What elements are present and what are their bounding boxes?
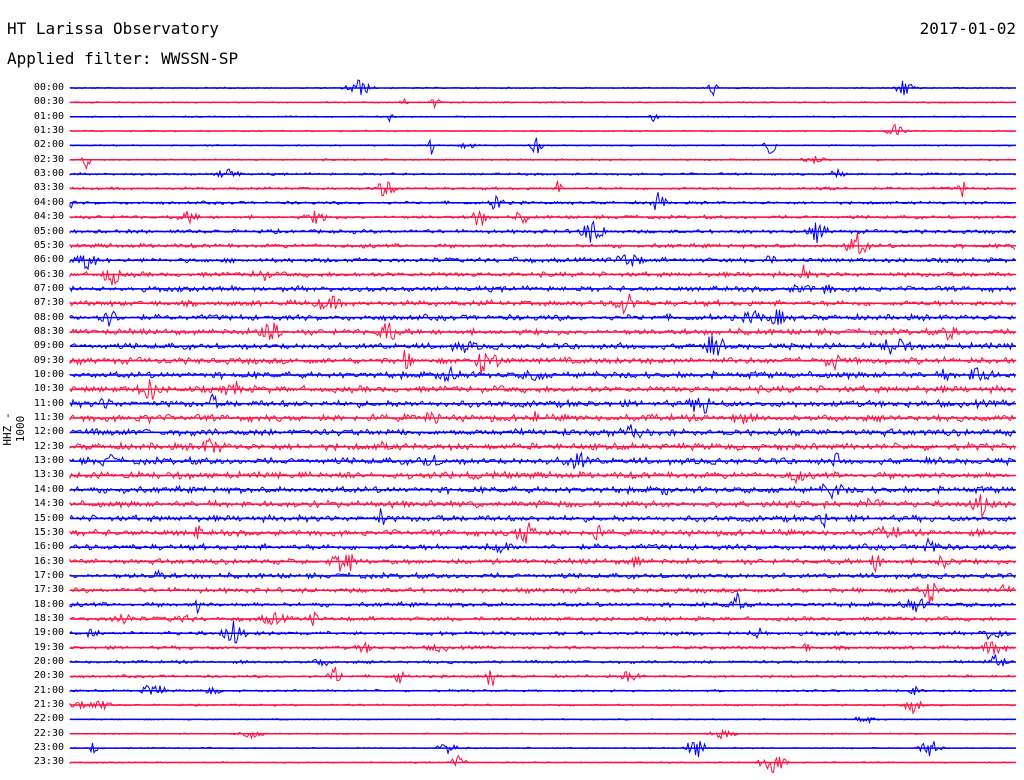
trace-row (69, 508, 1016, 529)
trace-row (69, 569, 1016, 581)
trace-row (69, 322, 1016, 341)
time-label: 22:30 (33, 727, 64, 739)
date-label: 2017-01-02 (919, 19, 1016, 38)
time-label: 23:30 (33, 756, 64, 768)
trace-row (69, 167, 1016, 179)
time-label: 15:00 (33, 512, 64, 524)
trace-row (69, 536, 1016, 555)
time-label: 08:00 (33, 311, 64, 323)
trace-row (69, 220, 1016, 244)
trace-row (69, 424, 1016, 439)
trace-row (69, 654, 1016, 668)
time-label: 16:30 (33, 555, 64, 567)
time-label: 15:30 (33, 526, 64, 538)
trace-row (69, 554, 1016, 573)
time-label: 08:30 (33, 325, 64, 337)
trace-row (69, 582, 1016, 604)
trace-row (69, 113, 1016, 123)
time-label: 07:30 (33, 297, 64, 309)
trace-row (69, 232, 1016, 254)
time-label: 14:30 (33, 498, 64, 510)
time-label: 23:00 (33, 742, 64, 754)
trace-row (69, 349, 1016, 375)
time-label: 12:00 (33, 426, 64, 438)
station-title: HT Larissa Observatory (7, 19, 219, 38)
time-label: 14:00 (33, 483, 64, 495)
time-label: 00:00 (33, 82, 64, 93)
trace-row (69, 494, 1016, 518)
time-label: 13:00 (33, 455, 64, 467)
time-label: 09:30 (33, 354, 64, 366)
time-label: 18:00 (33, 598, 64, 610)
time-labels: 00:00 00:30 01:00 01:30 02:00 02:30 03:00 03:30… (0, 0, 64, 780)
time-label: 01:00 (33, 110, 64, 122)
time-label: 12:30 (33, 440, 64, 452)
time-label: 20:30 (33, 670, 64, 682)
time-label: 03:00 (33, 168, 64, 180)
time-label: 21:00 (33, 684, 64, 696)
trace-row (69, 209, 1016, 226)
time-label: 21:30 (33, 699, 64, 711)
time-label: 18:30 (33, 612, 64, 624)
time-label: 01:30 (33, 125, 64, 137)
trace-row (69, 437, 1016, 453)
time-label: 09:00 (33, 340, 64, 352)
trace-row (69, 470, 1016, 485)
time-label: 03:30 (33, 182, 64, 194)
trace-row (69, 254, 1016, 271)
time-label: 02:00 (33, 139, 64, 151)
time-label: 22:00 (33, 713, 64, 725)
trace-row (69, 482, 1016, 501)
time-label: 17:00 (33, 569, 64, 581)
time-label: 11:30 (33, 412, 64, 424)
trace-row (69, 192, 1016, 211)
time-label: 17:30 (33, 584, 64, 596)
trace-row (69, 741, 1016, 758)
time-label: 05:00 (33, 225, 64, 237)
time-label: 05:30 (33, 239, 64, 251)
trace-row (69, 592, 1016, 614)
time-label: 06:30 (33, 268, 64, 280)
trace-row (69, 335, 1016, 356)
time-label: 04:30 (33, 211, 64, 223)
trace-row (69, 123, 1016, 136)
time-label: 19:00 (33, 627, 64, 639)
time-label: 07:00 (33, 282, 64, 294)
time-label: 19:30 (33, 641, 64, 653)
trace-row (69, 754, 1015, 774)
time-label: 06:00 (33, 254, 64, 266)
trace-row (69, 365, 1016, 383)
time-label: 10:30 (33, 383, 64, 395)
time-label: 00:30 (33, 96, 64, 108)
time-label: 20:00 (33, 656, 64, 667)
time-label: 10:00 (33, 369, 64, 380)
trace-row (69, 155, 1016, 170)
time-label: 13:30 (33, 469, 64, 481)
trace-row (69, 97, 1016, 110)
filter-label: Applied filter: WWSSN-SP (7, 49, 239, 68)
time-label: 11:00 (33, 397, 64, 409)
time-label: 04:00 (33, 196, 64, 208)
trace-row (69, 700, 1016, 715)
time-label: 02:30 (33, 153, 64, 165)
time-label: 16:00 (33, 541, 64, 553)
trace-row (69, 620, 1016, 644)
